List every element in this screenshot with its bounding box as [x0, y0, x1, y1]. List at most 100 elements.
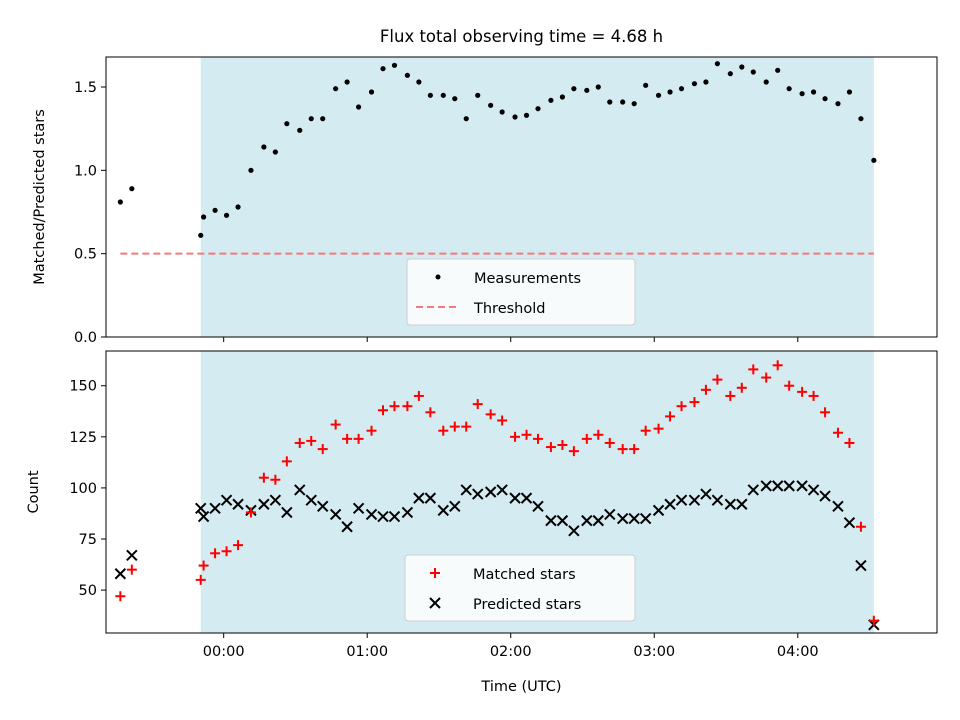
measurement-point	[212, 207, 218, 213]
measurement-point	[763, 79, 769, 85]
measurements-legend-label: Measurements	[474, 271, 581, 287]
measurement-point	[404, 72, 410, 78]
predicted-star-point	[736, 498, 748, 510]
count-x-axis-label: Time (UTC)	[480, 679, 561, 695]
predicted-star-point	[628, 512, 640, 525]
measurement-point	[739, 64, 745, 70]
predicted-star-point	[294, 484, 306, 496]
predicted-stars-legend-label: Predicted stars	[473, 597, 581, 613]
measurement-point	[129, 186, 135, 192]
predicted-star-point	[472, 488, 484, 500]
matched-stars-legend-glyph	[430, 568, 440, 578]
measurement-point	[714, 61, 721, 67]
predicted-star-point	[269, 494, 282, 506]
matched-star-point	[832, 427, 843, 438]
matched-star-point	[797, 386, 808, 397]
measurement-point	[117, 199, 123, 205]
predicted-star-point	[377, 510, 389, 523]
predicted-star-point	[424, 492, 437, 504]
matched-star-point	[294, 437, 305, 448]
predicted-star-point	[509, 492, 521, 504]
predicted-star-point	[220, 494, 233, 506]
measurement-point	[223, 212, 230, 218]
measurement-point	[344, 79, 350, 85]
matched-star-point	[653, 423, 664, 434]
matched-star-point	[510, 431, 521, 442]
predicted-star-point	[126, 549, 138, 562]
matched-star-point	[725, 390, 736, 401]
matched-stars-legend-label: Matched stars	[473, 567, 576, 583]
matched-star-point	[497, 415, 508, 426]
predicted-star-point	[305, 494, 317, 506]
predicted-star-point	[843, 516, 856, 529]
predicted-star-point	[341, 521, 353, 533]
y-tick-label: 1.0	[74, 163, 97, 179]
x-tick-label: 02:00	[490, 644, 532, 660]
y-tick-label: 50	[79, 583, 97, 599]
measurement-point	[631, 101, 637, 107]
measurement-point	[333, 86, 339, 92]
predicted-star-point	[401, 506, 414, 519]
predicted-star-point	[209, 502, 221, 515]
matched-star-point	[210, 548, 221, 559]
predicted-star-point	[258, 498, 270, 510]
matched-star-point	[772, 360, 783, 371]
predicted-star-point	[329, 508, 342, 521]
matched-star-point	[808, 390, 819, 401]
matched-star-point	[868, 615, 879, 626]
matched-star-point	[533, 433, 544, 444]
measurement-point	[775, 67, 781, 73]
predicted-star-point	[783, 480, 795, 492]
predicted-star-point	[581, 514, 593, 527]
matched-star-point	[306, 435, 317, 446]
matched-star-point	[402, 401, 413, 412]
predicted-star-point	[281, 506, 293, 519]
measurement-point	[198, 232, 204, 238]
y-tick-label: 0.5	[74, 247, 97, 263]
matched-star-point	[221, 546, 232, 557]
matched-star-point	[126, 564, 137, 575]
measurement-point	[620, 99, 626, 105]
predicted-star-point	[819, 490, 831, 502]
matched-star-point	[617, 444, 628, 455]
matched-star-point	[844, 437, 855, 448]
measurement-point	[571, 86, 577, 92]
predicted-star-point	[616, 512, 629, 525]
measurement-point	[643, 82, 649, 88]
measurement-point	[559, 94, 566, 100]
matched-star-point	[270, 474, 281, 485]
predicted-star-point	[724, 498, 737, 510]
measurements-legend-marker	[435, 274, 441, 280]
measurement-point	[235, 204, 241, 210]
predicted-star-point	[688, 494, 701, 506]
measurement-point	[499, 109, 505, 115]
predicted-star-point	[592, 514, 604, 527]
x-tick-label: 00:00	[203, 644, 245, 660]
predicted-stars-legend-marker	[429, 597, 441, 609]
predicted-star-point	[520, 492, 533, 504]
measurement-point	[368, 89, 375, 95]
count-y-axis-label: Count	[26, 470, 42, 513]
matched-star-point	[449, 421, 460, 432]
predicted-star-point	[747, 484, 759, 496]
y-tick-label: 150	[69, 379, 97, 395]
predicted-star-point	[771, 480, 784, 492]
matched-star-point	[330, 419, 341, 430]
measurement-point	[691, 81, 698, 87]
matched-stars-legend-marker	[430, 568, 440, 578]
predicted-star-point	[760, 480, 772, 492]
matched-star-point	[545, 442, 556, 453]
predicted-star-point	[832, 500, 844, 513]
measurement-point	[416, 79, 422, 85]
matched-star-point	[855, 521, 866, 532]
measurement-point	[297, 127, 303, 133]
measurement-point	[463, 116, 469, 122]
predicted-star-point	[484, 486, 497, 498]
y-tick-label: 100	[69, 481, 97, 497]
x-tick-label: 04:00	[777, 644, 819, 660]
predicted-star-point	[664, 498, 676, 510]
predicted-star-point	[700, 488, 712, 500]
matched-star-point	[557, 440, 568, 450]
predicted-star-point	[855, 559, 867, 572]
measurement-point	[272, 149, 278, 155]
